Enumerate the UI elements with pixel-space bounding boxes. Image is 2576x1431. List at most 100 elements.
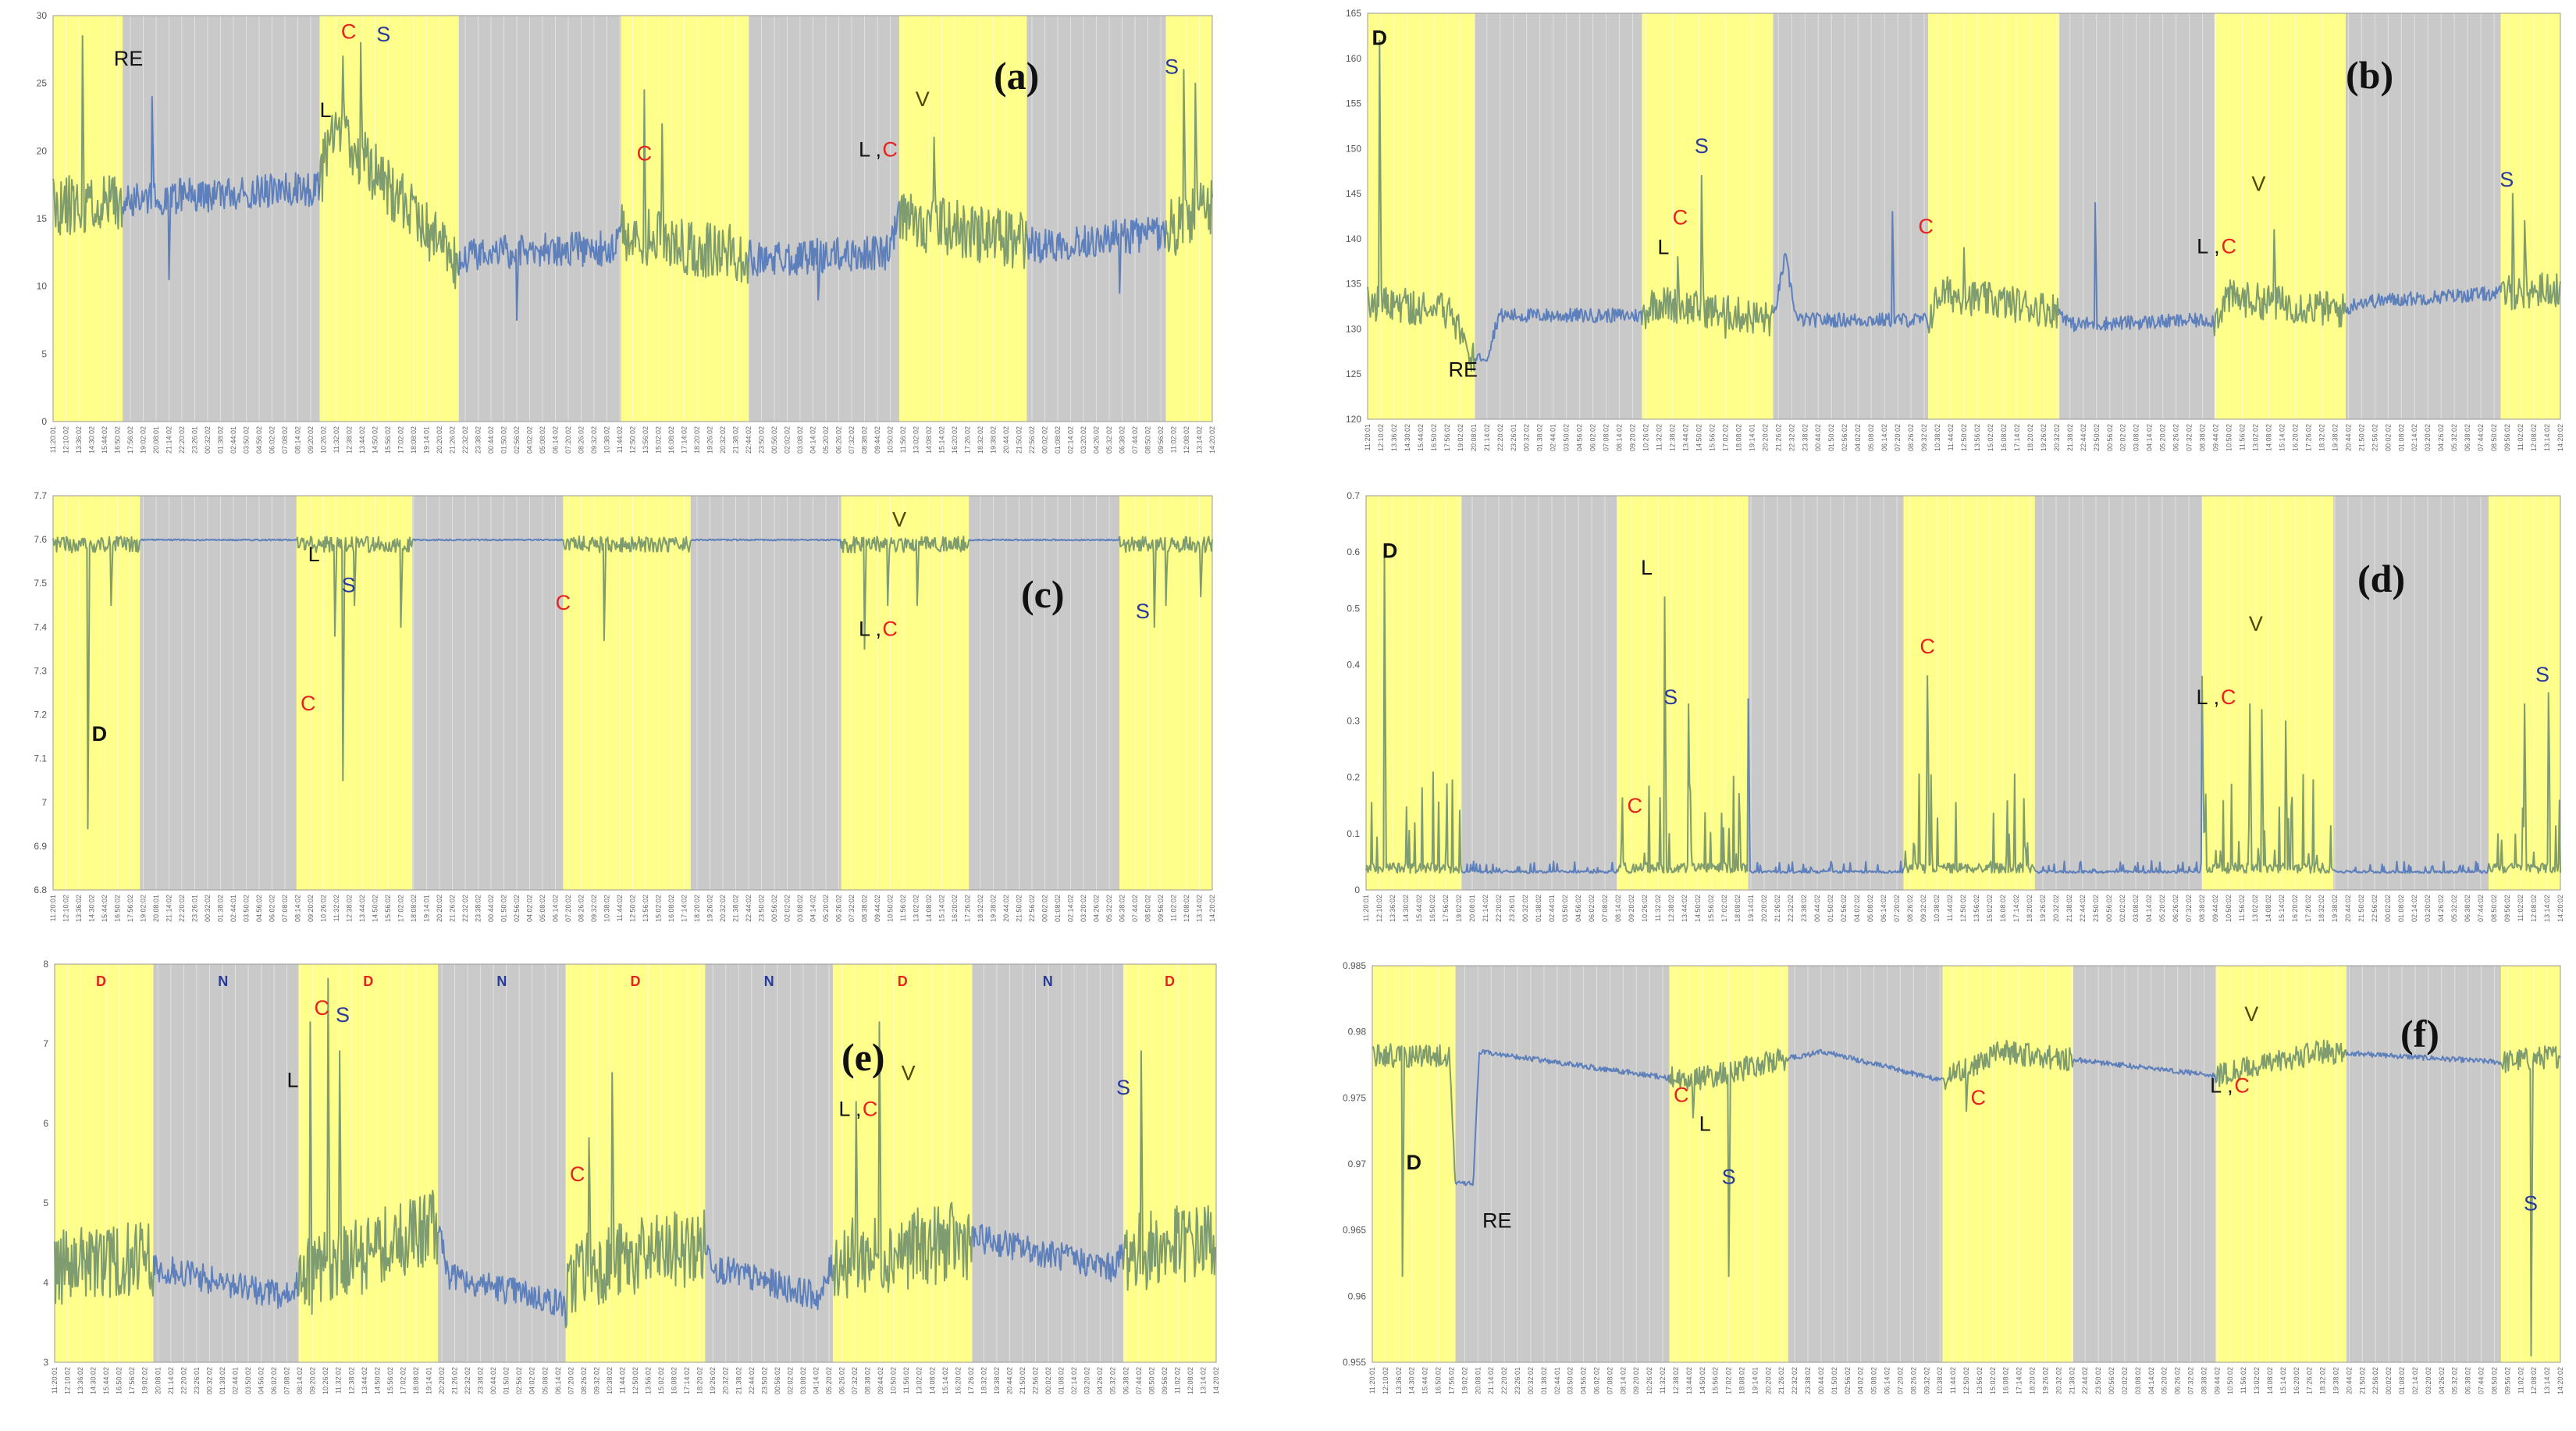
y-tick-label: 7.6 <box>34 534 47 545</box>
annotation-label: , <box>2214 685 2220 709</box>
x-tick-label: 14:20:02 <box>2556 424 2564 451</box>
x-tick-label: 23:38:02 <box>477 1367 485 1394</box>
series-line-day <box>295 536 414 781</box>
x-tick-label: 10:50:02 <box>2226 1367 2234 1394</box>
night-band <box>458 16 621 422</box>
x-tick-label: 02:02:02 <box>786 1367 794 1394</box>
x-tick-label: 09:56:02 <box>2503 1367 2511 1394</box>
x-tick-label: 14:50:02 <box>372 895 379 922</box>
series-line-day <box>832 1021 973 1299</box>
x-tick-label: 13:14:02 <box>2543 424 2551 451</box>
annotation-label: L <box>2197 234 2208 258</box>
x-tick-label: 21:26:02 <box>1774 424 1782 451</box>
x-tick-label: 15:56:02 <box>1707 895 1715 922</box>
x-tick-label: 04:14:02 <box>812 1367 820 1394</box>
x-tick-label: 02:14:02 <box>1070 1367 1078 1394</box>
series-line-day <box>1372 1043 1457 1277</box>
y-tick-label: 7.3 <box>34 665 47 676</box>
x-tick-label: 08:38:02 <box>864 1367 872 1394</box>
x-tick-label: 20:20:02 <box>436 895 443 922</box>
x-tick-label: 10:26:02 <box>322 1367 329 1394</box>
x-tick-label: 21:14:02 <box>165 895 173 922</box>
x-tick-label: 04:02:02 <box>1853 895 1861 922</box>
x-tick-label: 02:02:02 <box>784 426 792 454</box>
x-tick-label: 07:20:02 <box>1894 424 1902 451</box>
x-tick-label: 16:50:02 <box>114 895 122 922</box>
annotation-label: C <box>882 618 898 641</box>
x-tick-label: 09:44:02 <box>2212 424 2220 451</box>
chart-e: 3 4 5 6 7 8 11:20:01 12:10:02 13:36:02 14:30:02 15… <box>43 959 1220 1394</box>
series-line-night <box>1026 216 1167 294</box>
x-tick-label: 14:30:02 <box>90 1367 98 1394</box>
x-tick-label: 15:44:02 <box>1421 1367 1429 1394</box>
x-tick-label: 21:14:02 <box>167 1367 175 1394</box>
x-tick-label: 05:32:02 <box>2450 424 2458 451</box>
x-tick-label: 19:38:02 <box>2331 895 2339 922</box>
x-tick-label: 18:32:02 <box>977 426 984 454</box>
day-band <box>1617 496 1749 890</box>
annotation-label: C <box>1970 1086 1986 1109</box>
x-tick-label: 08:50:02 <box>1144 426 1152 454</box>
x-tick-label: 22:44:02 <box>745 895 753 922</box>
x-tick-label: 11:32:02 <box>1656 424 1663 450</box>
x-tick-label: 08:26:02 <box>578 426 585 454</box>
x-tick-label: 19:02:02 <box>1461 1367 1468 1394</box>
x-tick-label: 07:20:02 <box>567 1367 575 1394</box>
x-tick-label: 17:56:02 <box>126 895 134 922</box>
series-line-day <box>52 536 141 830</box>
x-tick-label: 06:14:02 <box>552 426 560 454</box>
x-tick-label: 02:14:02 <box>2411 895 2418 922</box>
x-tick-label: 09:32:02 <box>1920 895 1927 922</box>
x-tick-label: 23:26:01 <box>193 1367 201 1394</box>
x-tick-label: 02:44:01 <box>1553 1367 1561 1394</box>
y-tick-label: 145 <box>1346 188 1361 199</box>
annotation-label: D <box>1165 974 1175 989</box>
x-tick-label: 11:02:02 <box>2517 895 2524 921</box>
series-line-day <box>2201 675 2335 874</box>
x-tick-label: 06:38:02 <box>1119 426 1126 454</box>
x-tick-label: 00:44:02 <box>1813 895 1821 922</box>
x-tick-label: 07:20:02 <box>564 895 572 922</box>
x-tick-label: 12:10:02 <box>62 895 70 922</box>
x-tick-label: 04:56:02 <box>1574 895 1582 922</box>
x-tick-label: 10:38:02 <box>1934 424 1941 451</box>
x-tick-label: 14:30:02 <box>1402 895 1410 922</box>
x-tick-label: 07:20:02 <box>1893 895 1901 922</box>
day-band <box>298 964 439 1362</box>
x-tick-label: 11:32:02 <box>1654 895 1662 921</box>
annotation-label: C <box>1674 1083 1689 1106</box>
x-tick-label: 05:32:02 <box>1105 895 1113 922</box>
x-tick-label: 19:38:02 <box>2332 1367 2340 1394</box>
x-tick-label: 16:50:02 <box>1429 895 1436 922</box>
x-tick-label: 22:20:02 <box>1496 424 1504 451</box>
day-band <box>55 964 154 1362</box>
x-tick-label: 06:26:02 <box>838 1367 846 1394</box>
x-tick-label: 07:32:02 <box>848 426 856 454</box>
x-tick-label: 12:08:02 <box>1183 426 1190 454</box>
x-tick-label: 21:50:02 <box>2358 1367 2366 1394</box>
x-tick-label: 00:32:02 <box>204 895 212 922</box>
x-tick-label: 22:32:02 <box>461 426 469 454</box>
x-tick-label: 02:44:01 <box>229 426 237 454</box>
night-band <box>1748 496 1904 890</box>
x-tick-label: 21:38:02 <box>2068 1367 2076 1394</box>
x-tick-label: 15:56:02 <box>384 895 392 922</box>
plot-frame <box>1365 495 2561 891</box>
day-band <box>319 16 459 422</box>
x-tick-label: 00:56:02 <box>774 1367 781 1394</box>
series-line-night <box>122 96 321 280</box>
y-tick-label: 0.5 <box>1347 603 1360 614</box>
x-tick-label: 12:10:02 <box>1377 424 1385 451</box>
annotation-label: L <box>287 1069 299 1092</box>
day-band <box>1942 966 2073 1362</box>
x-tick-label: 12:38:02 <box>1668 424 1676 451</box>
x-tick-label: 23:50:02 <box>2094 1367 2102 1394</box>
annotation-label: , <box>856 1098 862 1121</box>
y-tick-label: 6.8 <box>34 885 47 895</box>
plot-frame <box>1372 965 2561 1363</box>
x-tick-label: 16:08:02 <box>667 426 675 454</box>
x-tick-label: 09:56:02 <box>2503 895 2511 922</box>
x-tick-label: 20:08:01 <box>1474 1367 1482 1394</box>
panel-label-c: (c) <box>1021 572 1065 616</box>
x-tick-label: 23:38:02 <box>1804 1367 1812 1394</box>
